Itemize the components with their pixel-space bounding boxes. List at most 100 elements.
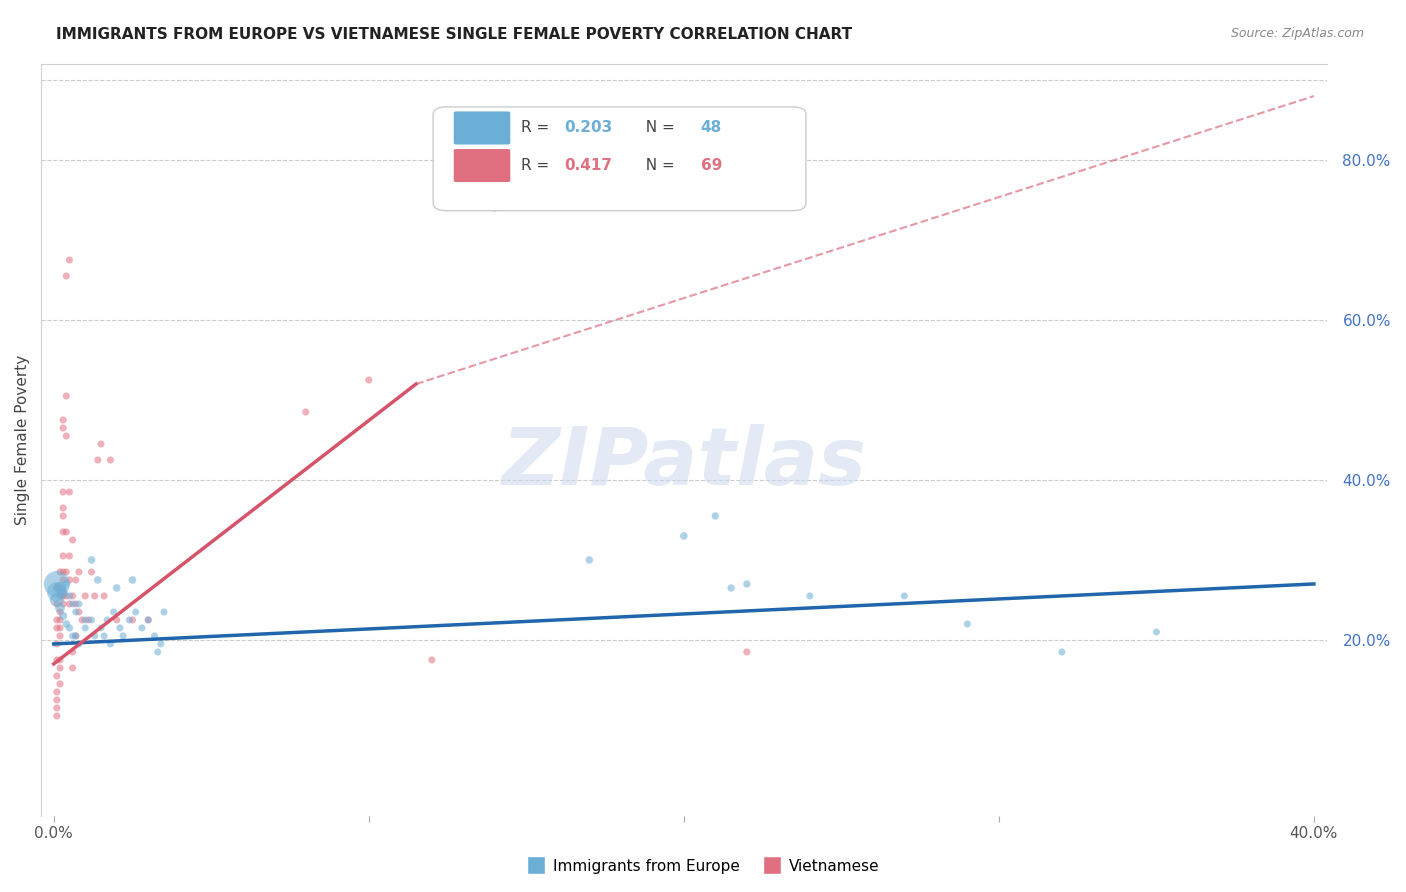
Point <box>45 585 67 599</box>
Point <box>420 653 443 667</box>
Point <box>124 605 146 619</box>
Point <box>58 253 80 268</box>
Point <box>118 613 141 627</box>
Point <box>52 589 75 603</box>
Point <box>65 629 87 643</box>
Point <box>58 597 80 611</box>
Text: IMMIGRANTS FROM EUROPE VS VIETNAMESE SINGLE FEMALE POVERTY CORRELATION CHART: IMMIGRANTS FROM EUROPE VS VIETNAMESE SIN… <box>56 27 852 42</box>
Point <box>111 629 134 643</box>
Point <box>45 701 67 715</box>
Point <box>67 605 90 619</box>
Point <box>52 597 75 611</box>
Point <box>52 565 75 579</box>
Point <box>149 637 172 651</box>
Point <box>70 613 93 627</box>
Point <box>80 613 103 627</box>
Point <box>55 577 77 591</box>
Point <box>52 609 75 624</box>
Point <box>121 573 143 587</box>
Point <box>49 629 72 643</box>
Point <box>49 605 72 619</box>
Point <box>49 621 72 635</box>
Point <box>55 589 77 603</box>
Point <box>105 613 128 627</box>
Point <box>735 645 758 659</box>
Point <box>103 605 125 619</box>
Text: R =: R = <box>520 158 554 173</box>
Point <box>87 573 110 587</box>
Text: N =: N = <box>637 158 681 173</box>
Point <box>55 268 77 283</box>
Point <box>45 581 67 595</box>
FancyBboxPatch shape <box>433 107 806 211</box>
Point <box>58 549 80 563</box>
Point <box>58 573 80 587</box>
Point <box>45 709 67 723</box>
Point <box>62 661 84 675</box>
Point <box>484 201 506 215</box>
Point <box>52 485 75 500</box>
Text: N =: N = <box>637 120 681 136</box>
Point <box>893 589 915 603</box>
Point <box>136 613 159 627</box>
Point <box>100 453 122 467</box>
Text: 48: 48 <box>700 120 721 136</box>
Point <box>52 500 75 515</box>
Point <box>52 585 75 599</box>
Text: 69: 69 <box>700 158 721 173</box>
Point <box>52 413 75 427</box>
Point <box>62 533 84 547</box>
Point <box>704 508 727 523</box>
Point <box>52 421 75 435</box>
Point <box>62 629 84 643</box>
Point <box>65 597 87 611</box>
Point <box>294 405 316 419</box>
Point <box>45 637 67 651</box>
Point <box>58 621 80 635</box>
Point <box>45 693 67 707</box>
Point <box>52 524 75 539</box>
Point <box>49 677 72 691</box>
Point <box>45 653 67 667</box>
Point <box>49 581 72 595</box>
Point <box>80 553 103 567</box>
FancyBboxPatch shape <box>454 149 510 182</box>
Point <box>96 613 118 627</box>
Point <box>143 629 166 643</box>
Point <box>799 589 821 603</box>
Point <box>93 589 115 603</box>
Text: R =: R = <box>520 120 554 136</box>
Point <box>52 573 75 587</box>
Point <box>735 577 758 591</box>
Point <box>55 565 77 579</box>
Point <box>52 508 75 523</box>
FancyBboxPatch shape <box>454 112 510 145</box>
Point <box>49 661 72 675</box>
Point <box>1050 645 1073 659</box>
Point <box>93 629 115 643</box>
Point <box>58 589 80 603</box>
Point <box>45 685 67 699</box>
Point <box>75 621 97 635</box>
Point <box>62 597 84 611</box>
Point <box>45 613 67 627</box>
Point <box>87 453 110 467</box>
Point <box>90 437 112 451</box>
Text: ZIPatlas: ZIPatlas <box>502 424 866 501</box>
Legend: Immigrants from Europe, Vietnamese: Immigrants from Europe, Vietnamese <box>520 853 886 880</box>
Point <box>65 605 87 619</box>
Point <box>83 589 105 603</box>
Point <box>90 621 112 635</box>
Point <box>357 373 380 387</box>
Point <box>956 616 979 631</box>
Point <box>75 613 97 627</box>
Point <box>65 629 87 643</box>
Point <box>62 589 84 603</box>
Point <box>720 581 742 595</box>
Point <box>131 621 153 635</box>
Point <box>83 629 105 643</box>
Point <box>45 621 67 635</box>
Point <box>1144 624 1167 639</box>
Point <box>45 577 67 591</box>
Point <box>62 645 84 659</box>
